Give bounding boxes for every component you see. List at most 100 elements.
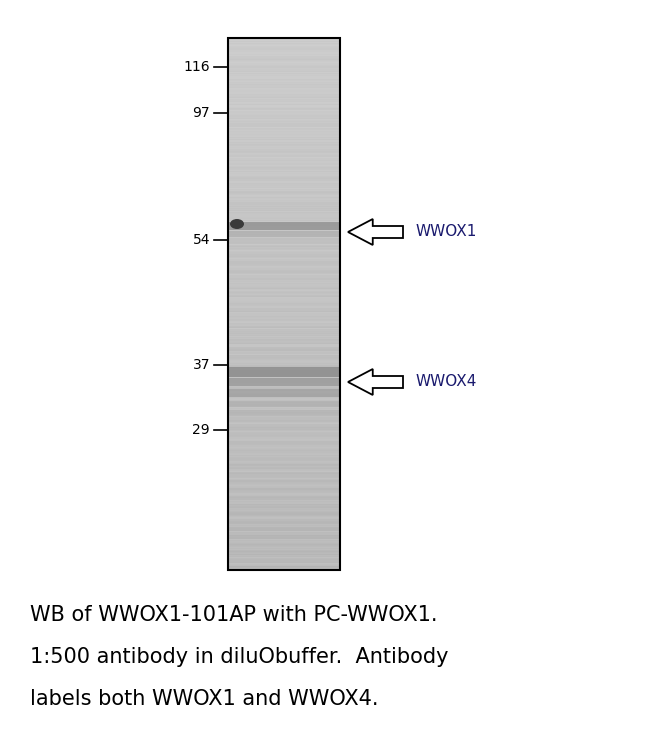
Bar	[228, 503, 340, 504]
Text: 54: 54	[192, 233, 210, 247]
Bar	[228, 491, 340, 492]
Bar	[228, 371, 340, 372]
Bar	[228, 293, 340, 294]
Bar	[228, 225, 340, 226]
Bar	[228, 447, 340, 449]
Bar	[228, 368, 340, 369]
Bar	[228, 157, 340, 158]
Bar	[228, 440, 340, 441]
Bar	[228, 509, 340, 510]
Bar	[228, 436, 340, 438]
Bar	[228, 400, 340, 402]
Bar	[228, 394, 340, 396]
Bar	[228, 89, 340, 90]
Bar	[228, 39, 340, 40]
Bar	[228, 187, 340, 188]
Bar	[228, 447, 340, 448]
Text: 37: 37	[192, 358, 210, 372]
Bar	[228, 342, 340, 344]
Bar	[228, 288, 340, 289]
Bar	[228, 468, 340, 469]
Bar	[228, 341, 340, 343]
Bar	[228, 215, 340, 217]
Bar	[228, 81, 340, 83]
Bar	[228, 91, 340, 93]
Bar	[228, 408, 340, 409]
Bar	[228, 193, 340, 194]
Bar	[228, 85, 340, 87]
Bar	[228, 470, 340, 471]
Bar	[228, 102, 340, 103]
Bar	[228, 399, 340, 400]
Bar	[228, 176, 340, 177]
Bar	[228, 87, 340, 88]
Bar	[228, 322, 340, 323]
Bar	[228, 50, 340, 52]
Bar	[228, 184, 340, 185]
Bar	[228, 362, 340, 363]
Text: labels both WWOX1 and WWOX4.: labels both WWOX1 and WWOX4.	[30, 689, 378, 709]
Bar	[228, 189, 340, 190]
Bar	[228, 536, 340, 538]
Bar	[228, 199, 340, 200]
Bar	[228, 480, 340, 482]
Text: WB of WWOX1-101AP with PC-WWOX1.: WB of WWOX1-101AP with PC-WWOX1.	[30, 605, 437, 625]
Bar	[228, 356, 340, 358]
Bar	[228, 244, 340, 246]
Bar	[228, 72, 340, 74]
Bar	[228, 456, 340, 457]
Bar	[228, 237, 340, 238]
Bar	[228, 551, 340, 552]
Bar	[228, 268, 340, 270]
Bar	[228, 351, 340, 353]
Bar	[228, 559, 340, 560]
Bar	[228, 77, 340, 78]
Bar	[228, 282, 340, 284]
Bar	[228, 275, 340, 276]
Bar	[228, 379, 340, 380]
Bar	[228, 391, 340, 393]
Bar	[228, 540, 340, 542]
Bar	[228, 556, 340, 557]
Bar	[228, 494, 340, 495]
Bar	[228, 443, 340, 444]
Bar	[228, 291, 340, 293]
Bar	[228, 143, 340, 144]
Bar	[228, 389, 340, 397]
Bar	[228, 229, 340, 231]
Bar	[228, 395, 340, 397]
Bar	[228, 537, 340, 539]
Bar	[228, 321, 340, 322]
Bar	[228, 465, 340, 466]
Polygon shape	[348, 219, 403, 245]
Bar	[228, 297, 340, 298]
Bar	[228, 267, 340, 269]
Bar	[228, 145, 340, 146]
Bar	[228, 420, 340, 421]
Bar	[228, 498, 340, 499]
Bar	[228, 200, 340, 202]
Bar	[228, 130, 340, 131]
Bar	[228, 166, 340, 167]
Bar	[228, 73, 340, 75]
Bar	[228, 55, 340, 56]
Bar	[228, 441, 340, 443]
Bar	[228, 566, 340, 568]
Bar	[228, 347, 340, 348]
Bar	[228, 471, 340, 472]
Bar	[228, 498, 340, 500]
Bar	[228, 233, 340, 235]
Bar	[228, 546, 340, 548]
Bar	[228, 252, 340, 253]
Bar	[228, 238, 340, 240]
Bar	[228, 146, 340, 148]
Bar	[228, 42, 340, 43]
Bar	[228, 281, 340, 282]
Bar	[228, 202, 340, 203]
Bar	[228, 326, 340, 327]
Bar	[228, 301, 340, 303]
Bar	[228, 346, 340, 347]
Bar	[228, 258, 340, 259]
Bar	[228, 319, 340, 320]
Bar	[228, 492, 340, 493]
